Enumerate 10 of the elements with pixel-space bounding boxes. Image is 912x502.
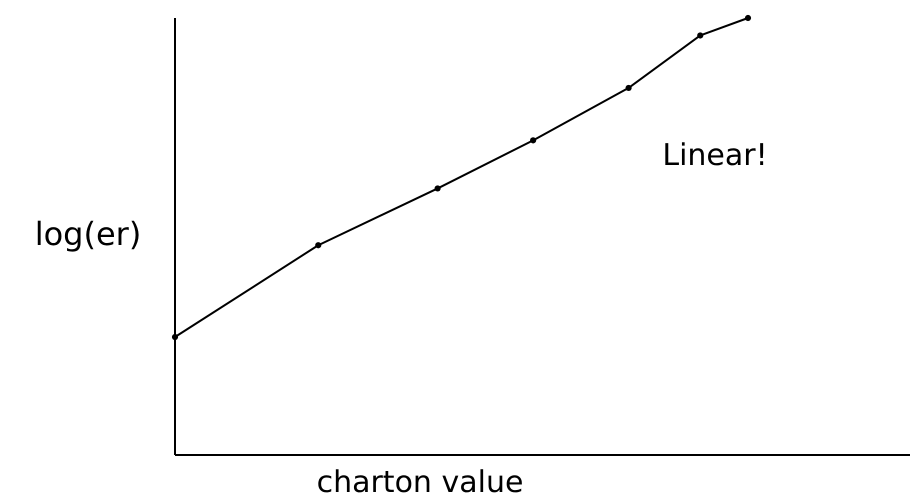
point (744, 14, 752, 22)
point (626, 84, 632, 92)
y-axis-title: log(er) (34, 215, 142, 253)
x-axis-title: charton value (316, 465, 524, 500)
point (434, 185, 441, 192)
point (315, 242, 322, 248)
point (530, 137, 536, 144)
point (697, 32, 704, 39)
point (172, 334, 178, 340)
annotation: Linear! (662, 138, 768, 173)
